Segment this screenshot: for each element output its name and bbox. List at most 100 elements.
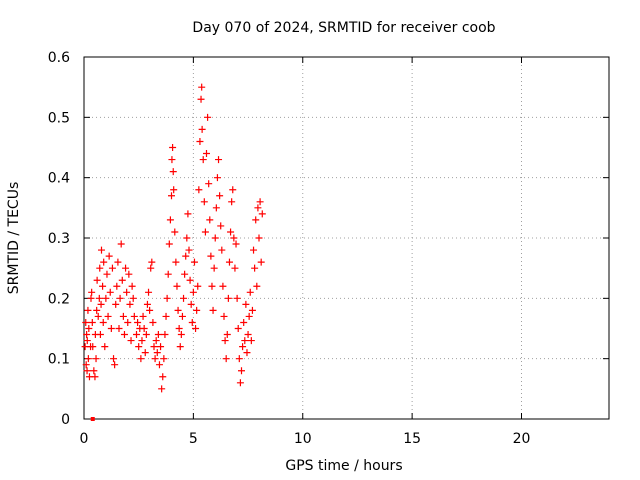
data-point-109 [186, 276, 194, 284]
y-tick-label-4: 0.4 [48, 171, 70, 187]
data-point-97 [173, 282, 181, 290]
data-point-71 [147, 264, 155, 272]
data-point-102 [178, 312, 186, 320]
data-point-49 [122, 264, 130, 272]
data-point-139 [218, 246, 226, 254]
y-tick-label-6: 0.6 [48, 50, 70, 66]
data-point-56 [129, 294, 137, 302]
data-point-5 [83, 337, 91, 345]
data-point-21 [94, 312, 102, 320]
data-point-72 [148, 258, 156, 266]
data-point-39 [111, 361, 119, 369]
data-point-66 [141, 349, 149, 357]
x-tick-label-2: 10 [294, 431, 312, 447]
data-point-8 [85, 325, 93, 332]
data-point-115 [193, 306, 201, 314]
data-point-103 [180, 294, 188, 302]
data-point-76 [152, 337, 160, 345]
data-point-108 [185, 246, 193, 254]
data-point-69 [145, 288, 153, 296]
data-point-117 [195, 186, 203, 194]
data-point-165 [246, 288, 254, 296]
data-point-73 [149, 318, 157, 326]
data-point-122 [199, 156, 207, 164]
data-point-52 [125, 270, 133, 278]
data-point-157 [238, 367, 245, 375]
data-point-25 [97, 300, 105, 308]
data-point-14 [89, 343, 97, 351]
data-point-57 [130, 312, 138, 320]
chart-title: Day 070 of 2024, SRMTID for receiver coo… [192, 20, 495, 36]
data-point-54 [127, 337, 135, 345]
y-tick-label-0: 0 [61, 412, 70, 428]
data-point-77 [153, 349, 161, 357]
data-point-151 [231, 264, 239, 272]
y-tick-labels: 0 0.1 0.2 0.3 0.4 0.5 0.6 [48, 50, 70, 428]
data-point-84 [161, 331, 169, 339]
data-point-95 [171, 228, 179, 236]
data-point-44 [116, 294, 124, 302]
data-point-34 [105, 252, 113, 260]
data-point-162 [243, 349, 251, 357]
data-point-86 [163, 294, 171, 302]
data-point-35 [106, 288, 114, 296]
data-point-111 [188, 318, 196, 326]
data-point-135 [213, 174, 221, 182]
data-point-163 [244, 331, 252, 339]
data-point-153 [233, 294, 241, 302]
data-point-152 [232, 240, 240, 248]
data-point-53 [126, 300, 134, 308]
data-point-82 [159, 373, 167, 381]
data-point-128 [206, 216, 214, 224]
y-tick-label-1: 0.1 [48, 352, 70, 368]
data-point-146 [225, 258, 233, 266]
data-point-3 [83, 331, 91, 339]
data-point-43 [115, 325, 123, 332]
data-point-51 [124, 318, 132, 326]
data-point-24 [96, 331, 104, 339]
data-point-88 [165, 240, 173, 248]
data-point-59 [134, 318, 142, 326]
data-point-132 [210, 264, 218, 272]
data-point-68 [143, 300, 151, 308]
data-point-141 [220, 312, 228, 320]
data-point-20 [93, 276, 101, 284]
data-point-125 [203, 150, 210, 158]
data-point-29 [100, 258, 108, 266]
data-point-7 [84, 355, 92, 363]
data-point-70 [146, 306, 154, 314]
data-point-169 [251, 264, 259, 272]
y-tick-label-3: 0.3 [48, 231, 70, 247]
data-point-46 [118, 276, 126, 284]
data-point-140 [219, 282, 227, 290]
data-point-marker-0 [90, 417, 95, 421]
data-point-36 [107, 325, 115, 332]
data-point-1 [82, 318, 90, 326]
data-point-156 [236, 379, 244, 387]
data-point-55 [128, 282, 136, 290]
y-tick-label-2: 0.2 [48, 291, 70, 307]
data-point-113 [190, 258, 198, 266]
x-tick-label-1: 5 [189, 431, 198, 447]
data-point-89 [166, 216, 174, 224]
data-point-63 [138, 337, 146, 345]
x-tick-labels: 0 5 10 15 20 [80, 431, 531, 447]
data-point-11 [87, 294, 95, 302]
data-point-143 [222, 355, 230, 363]
data-point-112 [189, 288, 197, 296]
data-point-96 [172, 258, 180, 266]
data-point-22 [95, 294, 103, 302]
data-point-60 [135, 343, 143, 351]
data-point-106 [183, 234, 191, 242]
data-point-104 [181, 270, 189, 278]
data-point-110 [187, 300, 195, 308]
data-point-83 [160, 355, 168, 363]
data-point-48 [120, 331, 128, 339]
data-point-119 [197, 95, 205, 103]
data-point-123 [200, 198, 208, 206]
data-point-172 [254, 204, 262, 212]
data-point-92 [169, 144, 177, 151]
x-tick-label-0: 0 [80, 431, 89, 447]
data-point-31 [102, 294, 110, 302]
